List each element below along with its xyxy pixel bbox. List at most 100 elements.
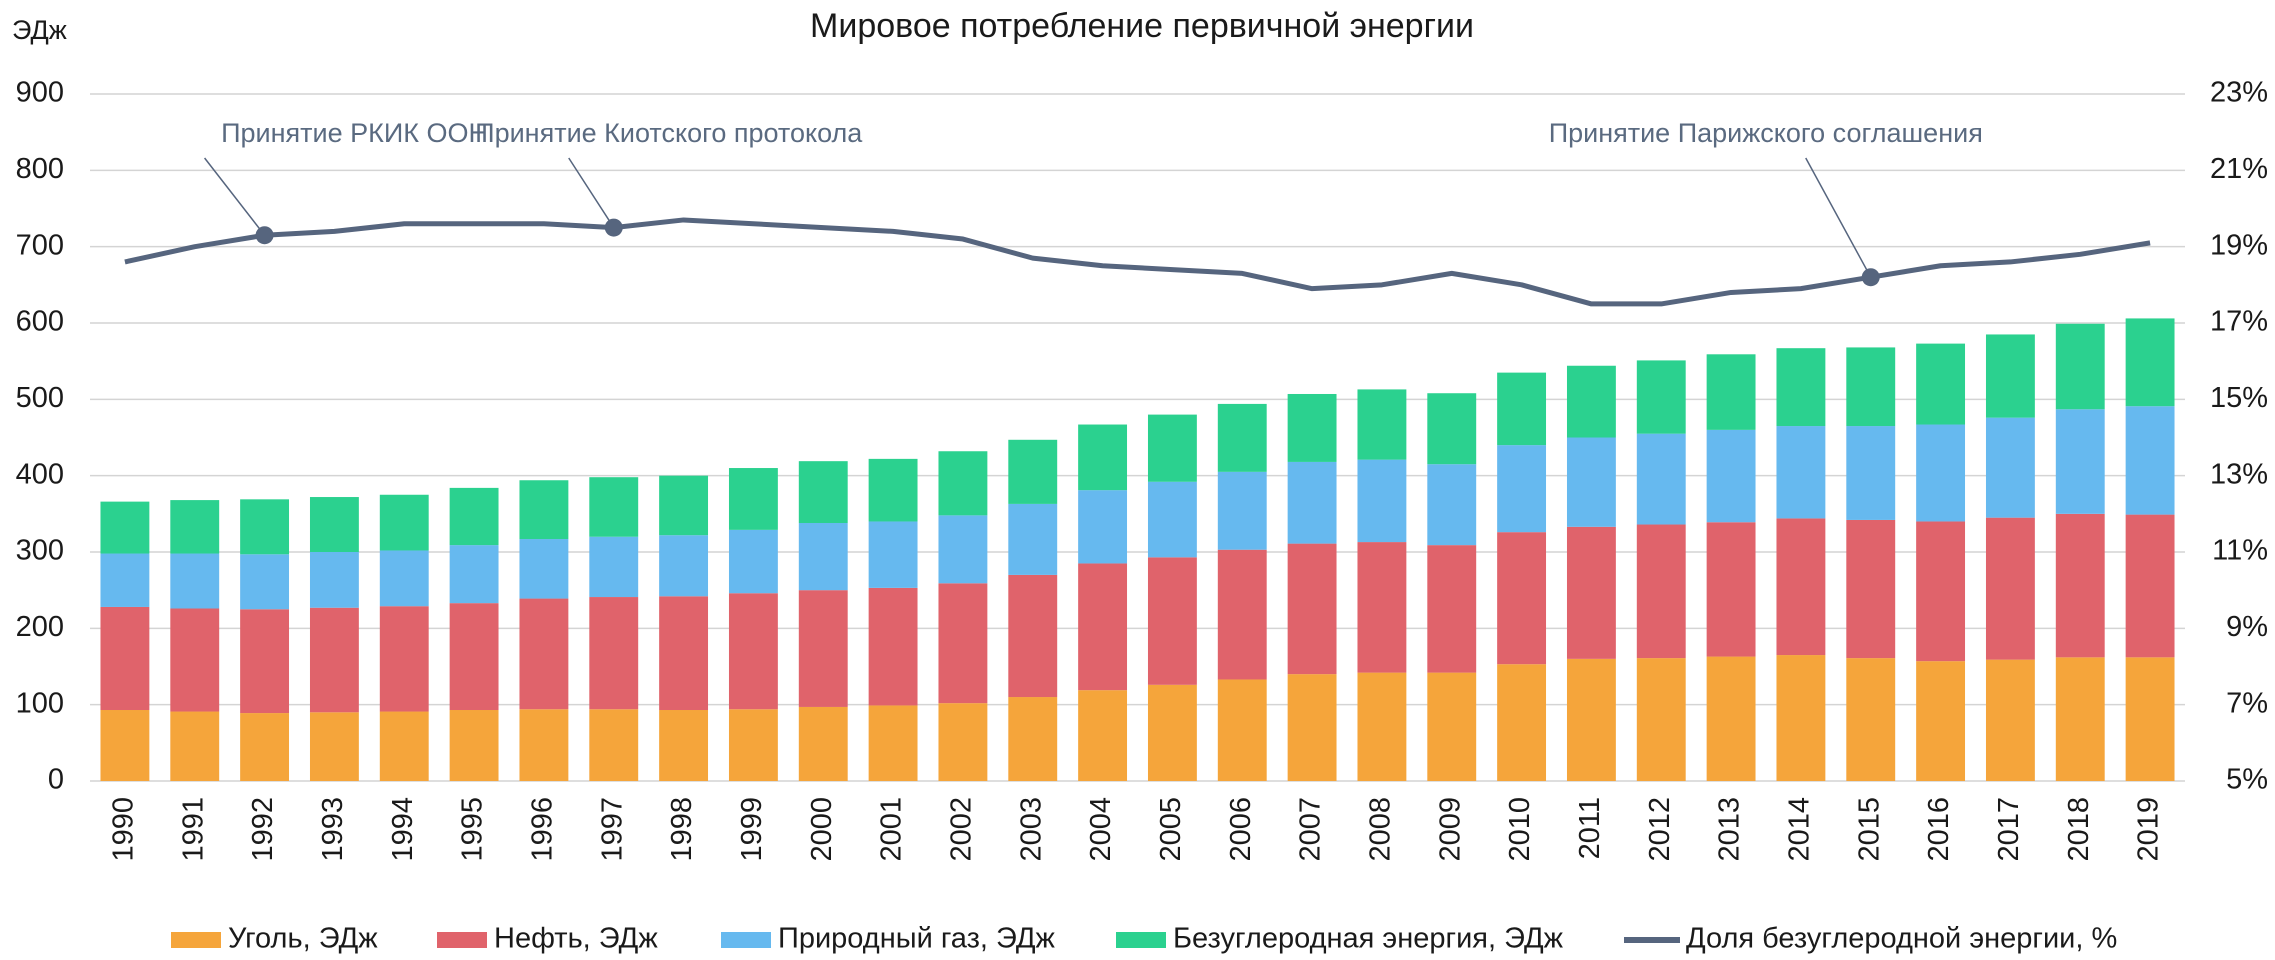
bar-segment (1147, 684, 1197, 781)
bar-segment (1706, 354, 1756, 430)
bar-segment (1357, 542, 1407, 673)
bar-segment (1357, 389, 1407, 460)
line-series (124, 217, 2151, 307)
bar-segment (170, 553, 220, 609)
x-tick-label: 1997 (596, 797, 628, 862)
y-tick-label: 800 (16, 153, 64, 185)
bar-segment (1217, 471, 1267, 550)
y2-tick-label: 11% (2212, 535, 2268, 567)
bar-segment (938, 515, 988, 584)
bar-segment (1497, 664, 1547, 781)
bar-segment (1217, 549, 1267, 680)
annotation: Принятие РКИК ООН (221, 118, 488, 148)
y2-tick-label: 9% (2226, 611, 2268, 643)
legend-swatch (1116, 932, 1166, 948)
y-tick-label: 100 (16, 687, 64, 719)
bar-segment (728, 593, 778, 710)
bar-segment (170, 608, 220, 712)
y2-tick-label: 23% (2210, 77, 2268, 109)
x-tick-label: 2013 (1714, 797, 1746, 862)
bar-segment (1706, 522, 1756, 657)
bar-segment (309, 552, 359, 608)
legend-swatch (437, 932, 487, 948)
bar-segment (240, 713, 290, 781)
bar-segment (1008, 574, 1058, 698)
x-tick-label: 2008 (1365, 797, 1397, 862)
bar-segment (519, 709, 569, 781)
x-tick-label: 2007 (1295, 797, 1327, 862)
y-tick-label: 500 (16, 382, 64, 414)
bar-segment (1357, 459, 1407, 543)
bar-segment (1985, 417, 2035, 518)
annotation: Принятие Парижского соглашения (1549, 118, 1983, 148)
bar-segment (868, 521, 918, 588)
x-tick-label: 2014 (1784, 797, 1816, 862)
legend-label: Доля безуглеродной энергии, % (1686, 923, 2117, 955)
bar-segment (1497, 532, 1547, 665)
x-tick-label: 2002 (946, 797, 978, 862)
x-tick-label: 1991 (177, 797, 209, 862)
bar-segment (1566, 526, 1616, 659)
bar-segment (1147, 481, 1197, 558)
bar-segment (1706, 429, 1756, 523)
y-tick-label: 600 (16, 306, 64, 338)
bar-segment (1985, 517, 2035, 660)
y2-tick-label: 13% (2210, 458, 2268, 490)
y2-tick-label: 19% (2210, 229, 2268, 261)
bar-segment (1566, 365, 1616, 438)
bar-segment (519, 598, 569, 710)
bar-segment (1217, 403, 1267, 472)
x-tick-label: 1998 (666, 797, 698, 862)
bar-segment (1078, 690, 1128, 781)
bar-segment (379, 550, 429, 607)
bar-segment (589, 597, 639, 710)
bar-segment (519, 539, 569, 599)
bar-segment (1287, 674, 1337, 781)
x-tick-label: 2003 (1015, 797, 1047, 862)
x-tick-label: 2000 (806, 797, 838, 862)
x-tick-label: 2004 (1085, 797, 1117, 862)
bar-segment (938, 583, 988, 704)
bar-segment (240, 554, 290, 610)
bar-segment (100, 710, 150, 781)
bar-segment (449, 545, 499, 604)
bar-segment (1497, 372, 1547, 446)
bar-segment (1078, 490, 1128, 564)
y2-tick-label: 15% (2210, 382, 2268, 414)
bar-segment (1846, 347, 1896, 427)
legend-label: Безуглеродная энергия, ЭДж (1173, 923, 1564, 955)
legend-label: Уголь, ЭДж (228, 923, 378, 955)
x-tick-label: 2012 (1644, 797, 1676, 862)
y-tick-label: 0 (48, 764, 64, 796)
bar-segment (1147, 414, 1197, 482)
x-tick-label: 2001 (876, 797, 908, 862)
bar-segment (798, 461, 848, 523)
bar-segment (1776, 426, 1826, 519)
bar-segment (449, 710, 499, 781)
bar-segment (240, 499, 290, 555)
y2-tick-label: 7% (2226, 687, 2268, 719)
y2-tick-label: 5% (2226, 764, 2268, 796)
bar-segment (449, 487, 499, 546)
bar-segment (309, 607, 359, 713)
x-tick-label: 2005 (1155, 797, 1187, 862)
bar-segment (1636, 433, 1686, 525)
x-tick-label: 2019 (2133, 797, 2165, 862)
bar-segment (659, 475, 709, 536)
bar-segment (1078, 563, 1128, 691)
bar-segment (1776, 655, 1826, 781)
bar-segment (170, 711, 220, 781)
bar-segment (2055, 657, 2105, 781)
bar-segment (1846, 519, 1896, 659)
legend-label: Природный газ, ЭДж (778, 923, 1056, 955)
x-tick-label: 1993 (317, 797, 349, 862)
bar-segment (1287, 543, 1337, 675)
annotation: Принятие Киотского протокола (475, 118, 863, 148)
bar-segment (589, 536, 639, 598)
bar-segment (1147, 557, 1197, 685)
y-tick-label: 300 (16, 535, 64, 567)
bar-segment (868, 458, 918, 522)
bar-segment (1636, 524, 1686, 659)
annotation-marker (255, 226, 274, 245)
bar-segment (1846, 658, 1896, 781)
